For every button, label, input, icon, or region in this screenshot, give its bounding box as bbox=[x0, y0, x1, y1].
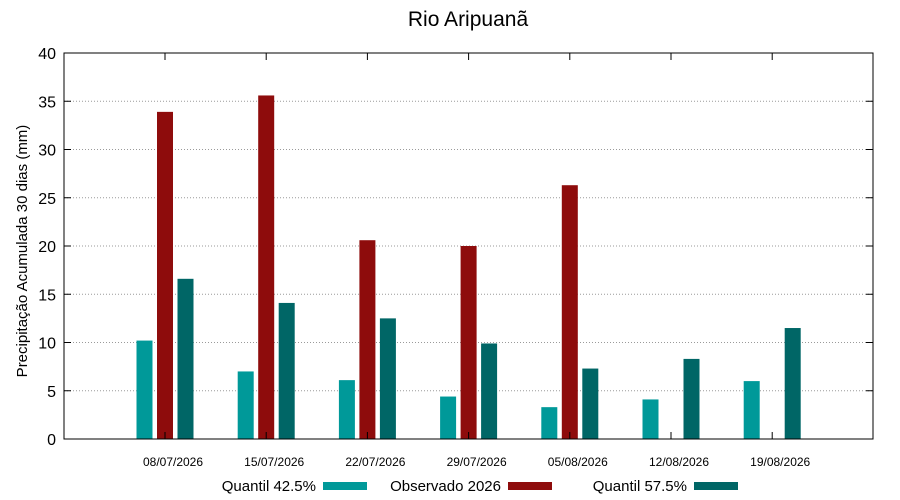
y-tick-label: 25 bbox=[38, 191, 56, 208]
bar-quantil-57-5-4 bbox=[582, 368, 599, 439]
legend-label: Observado 2026 bbox=[390, 478, 501, 495]
bar-quantil-57-5-2 bbox=[379, 318, 396, 439]
x-tick-label: 08/07/2026 bbox=[143, 455, 203, 469]
bar-quantil-42-5-3 bbox=[440, 396, 457, 439]
bar-observado-2026-3 bbox=[460, 246, 477, 439]
bar-observado-2026-1 bbox=[258, 95, 275, 440]
y-tick-label: 35 bbox=[38, 94, 56, 111]
legend-swatch bbox=[694, 482, 738, 490]
bar-quantil-57-5-6 bbox=[784, 328, 801, 439]
y-tick-label: 20 bbox=[38, 239, 56, 256]
bar-quantil-42-5-2 bbox=[338, 380, 355, 439]
x-tick-label: 15/07/2026 bbox=[244, 455, 304, 469]
bar-quantil-42-5-5 bbox=[642, 399, 659, 439]
y-tick-label: 10 bbox=[38, 336, 56, 353]
legend-swatch bbox=[323, 482, 367, 490]
bars bbox=[136, 95, 801, 440]
chart-title: Rio Aripuanã bbox=[408, 8, 529, 31]
y-tick-label: 30 bbox=[38, 143, 56, 160]
y-tick-label: 15 bbox=[38, 287, 56, 304]
x-tick-label: 19/08/2026 bbox=[750, 455, 810, 469]
legend-label: Quantil 42.5% bbox=[222, 478, 316, 495]
bar-quantil-57-5-0 bbox=[177, 278, 194, 439]
bar-quantil-42-5-0 bbox=[136, 340, 153, 439]
bar-quantil-42-5-1 bbox=[237, 371, 254, 439]
bar-quantil-57-5-5 bbox=[683, 358, 700, 439]
legend: Quantil 42.5% Observado 2026 Quantil 57.5% bbox=[222, 478, 738, 495]
bar-observado-2026-0 bbox=[157, 111, 173, 440]
x-tick-label: 12/08/2026 bbox=[649, 455, 709, 469]
bar-quantil-42-5-4 bbox=[541, 407, 558, 439]
legend-label: Quantil 57.5% bbox=[593, 478, 687, 495]
bar-quantil-42-5-6 bbox=[743, 381, 760, 439]
bar-quantil-57-5-1 bbox=[278, 302, 295, 439]
legend-swatch bbox=[508, 482, 552, 490]
x-tick-label: 05/08/2026 bbox=[548, 455, 608, 469]
x-tick-label: 29/07/2026 bbox=[447, 455, 507, 469]
y-tick-label: 40 bbox=[38, 46, 56, 63]
x-axis-ticks: 08/07/2026 15/07/2026 22/07/2026 29/07/2026… bbox=[143, 53, 811, 469]
y-tick-label: 5 bbox=[47, 384, 56, 401]
bar-quantil-57-5-3 bbox=[481, 343, 498, 439]
y-tick-label: 0 bbox=[47, 432, 56, 449]
bar-observado-2026-2 bbox=[359, 240, 376, 439]
y-axis-label: Precipitação Acumulada 30 dias (mm) bbox=[14, 125, 31, 378]
y-axis-ticks: 0 5 10 15 20 25 30 35 40 bbox=[38, 46, 873, 449]
x-tick-label: 22/07/2026 bbox=[345, 455, 405, 469]
bar-observado-2026-4 bbox=[561, 185, 578, 439]
